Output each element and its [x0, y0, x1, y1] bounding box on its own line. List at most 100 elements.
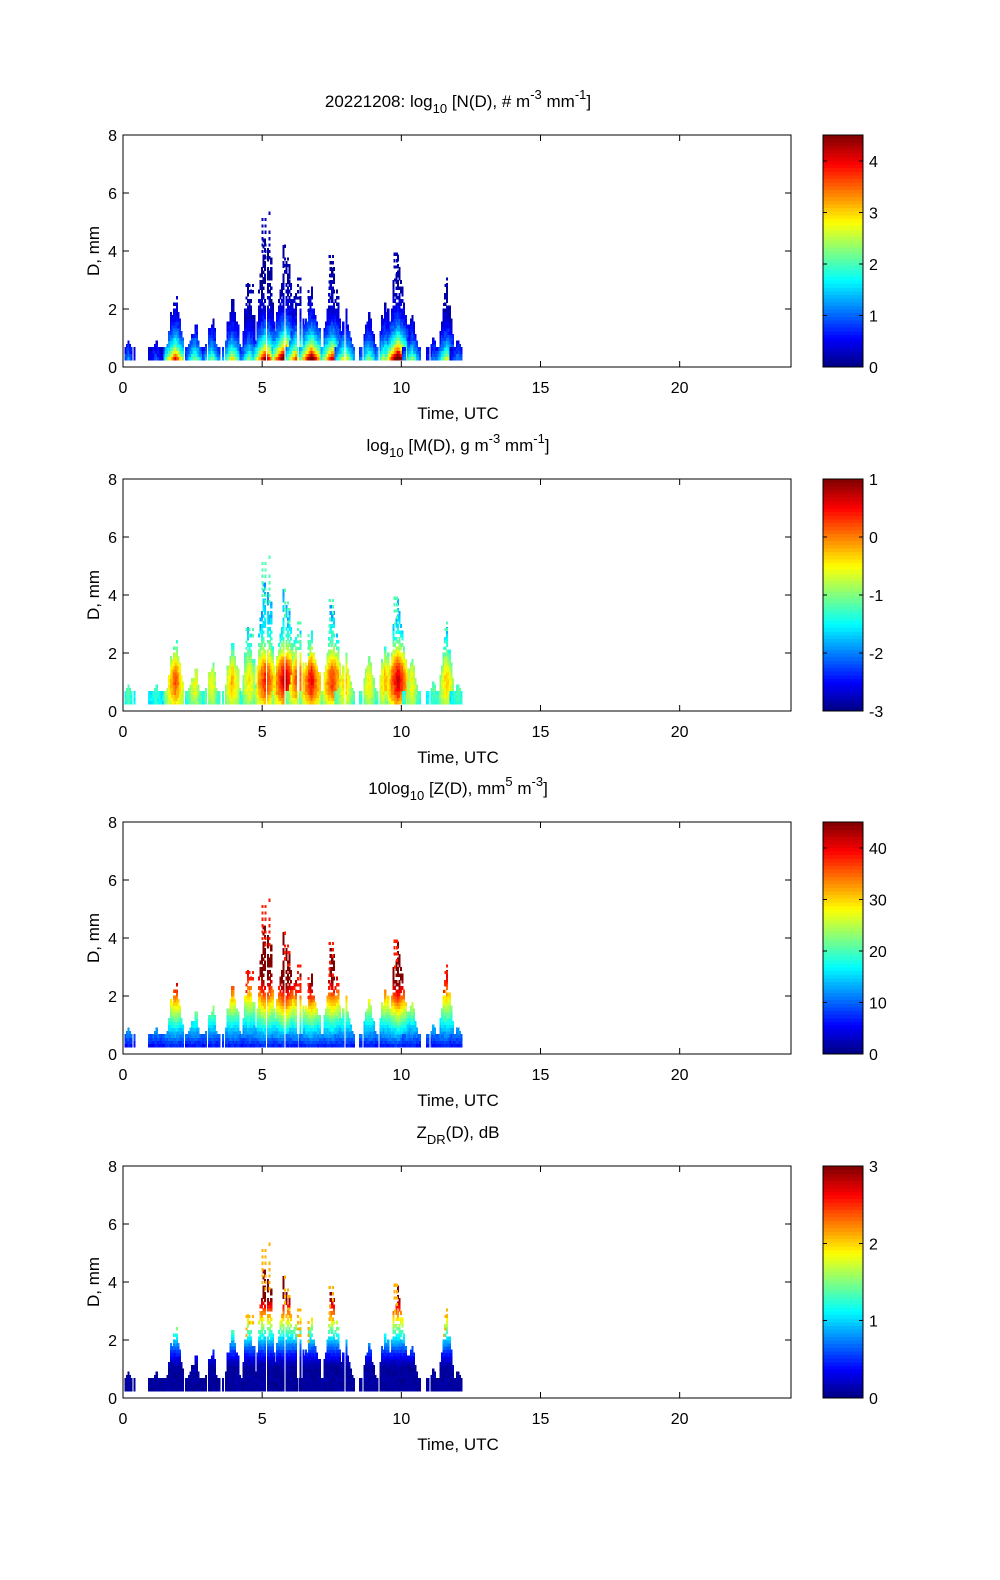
- heatmap-cell: [194, 687, 197, 692]
- heatmap-cell: [332, 598, 335, 602]
- heatmap-cell: [331, 614, 334, 619]
- colorbar-tick-label: 0: [869, 360, 878, 377]
- heatmap-cell: [363, 343, 366, 348]
- heatmap-cell: [195, 337, 198, 342]
- heatmap-cell: [264, 675, 267, 679]
- heatmap-cell: [253, 684, 256, 689]
- heatmap-cell: [408, 337, 411, 342]
- heatmap-cell: [151, 346, 154, 351]
- heatmap-cell: [390, 678, 393, 683]
- heatmap-cell: [267, 331, 270, 335]
- heatmap-cell: [444, 318, 447, 323]
- heatmap-cell: [299, 318, 302, 323]
- heatmap-cell: [253, 340, 256, 345]
- heatmap-cell: [346, 324, 349, 329]
- heatmap-cell: [237, 334, 240, 339]
- heatmap-cell: [337, 694, 340, 698]
- heatmap-cell: [312, 327, 315, 332]
- heatmap-cell: [247, 315, 250, 319]
- heatmap-cell: [248, 318, 251, 323]
- heatmap-cell: [332, 343, 335, 348]
- heatmap-cell: [307, 646, 310, 650]
- heatmap-cell: [282, 684, 285, 689]
- heatmap-cell: [277, 690, 280, 695]
- heatmap-cell: [306, 675, 309, 679]
- heatmap-cell: [442, 315, 445, 319]
- heatmap-cell: [409, 324, 412, 329]
- heatmap-cell: [195, 687, 198, 692]
- heatmap-cell: [359, 346, 362, 351]
- heatmap-cell: [280, 292, 283, 297]
- heatmap-cell: [401, 308, 404, 313]
- heatmap-cell: [271, 346, 274, 351]
- heatmap-cell: [231, 687, 234, 692]
- heatmap-cell: [417, 356, 420, 361]
- heatmap-cell: [250, 700, 253, 705]
- heatmap-cell: [312, 343, 315, 348]
- heatmap-cell: [452, 356, 455, 361]
- heatmap-cell: [326, 697, 329, 702]
- heatmap-cell: [247, 292, 250, 297]
- heatmap-cell: [335, 321, 338, 326]
- heatmap-cell: [242, 343, 245, 348]
- heatmap-cell: [304, 697, 308, 702]
- heatmap-cell: [296, 353, 299, 358]
- heatmap-cell: [172, 694, 175, 698]
- heatmap-cell: [294, 334, 298, 339]
- heatmap-cell: [237, 681, 240, 686]
- heatmap-cell: [231, 684, 234, 689]
- heatmap-cell: [448, 340, 451, 345]
- heatmap-cell: [363, 353, 366, 358]
- heatmap-cell: [285, 350, 288, 354]
- heatmap-cell: [238, 687, 241, 692]
- heatmap-cell: [248, 649, 251, 654]
- heatmap-cell: [390, 652, 393, 657]
- heatmap-cell: [290, 652, 293, 657]
- heatmap-cell: [296, 634, 299, 638]
- heatmap-cell: [328, 350, 331, 354]
- heatmap-cell: [290, 331, 293, 335]
- heatmap-cell: [169, 334, 172, 339]
- heatmap-cell: [379, 350, 382, 354]
- heatmap-cell: [287, 356, 290, 361]
- heatmap-cell: [286, 276, 289, 280]
- heatmap-cell: [279, 649, 282, 654]
- heatmap-cell: [247, 649, 250, 654]
- heatmap-cell: [360, 697, 363, 702]
- heatmap-cell: [226, 321, 229, 326]
- heatmap-cell: [293, 681, 296, 686]
- heatmap-cell: [294, 665, 298, 670]
- heatmap-cell: [148, 700, 151, 705]
- heatmap-cell: [180, 340, 183, 345]
- heatmap-cell: [237, 343, 240, 348]
- colorbar-segment: [823, 287, 863, 292]
- heatmap-cell: [234, 665, 237, 670]
- heatmap-cell: [155, 687, 158, 692]
- heatmap-cell: [366, 681, 369, 686]
- heatmap-cell: [129, 350, 132, 354]
- heatmap-cell: [232, 649, 235, 654]
- heatmap-cell: [180, 694, 183, 698]
- heatmap-cell: [291, 346, 294, 351]
- heatmap-cell: [245, 318, 248, 323]
- heatmap-cell: [415, 350, 419, 354]
- heatmap-cell: [374, 687, 377, 692]
- heatmap-cell: [291, 678, 294, 683]
- heatmap-cell: [332, 605, 335, 609]
- heatmap-cell: [335, 289, 338, 294]
- heatmap-cell: [318, 356, 321, 361]
- heatmap-cell: [124, 697, 127, 702]
- heatmap-cell: [243, 324, 247, 329]
- heatmap-cell: [368, 697, 371, 702]
- heatmap-cell: [171, 687, 174, 692]
- heatmap-cell: [337, 684, 340, 689]
- heatmap-cell: [304, 353, 308, 358]
- panel-1: 20221208: log10 [N(D), # m-3 mm-1]0 5 10 15…: [84, 87, 878, 423]
- heatmap-cell: [334, 346, 337, 351]
- heatmap-cell: [381, 343, 384, 348]
- heatmap-cell: [212, 334, 215, 339]
- heatmap-cell: [306, 334, 309, 339]
- heatmap-cell: [337, 350, 340, 354]
- heatmap-cell: [293, 684, 296, 689]
- heatmap-cell: [207, 678, 211, 683]
